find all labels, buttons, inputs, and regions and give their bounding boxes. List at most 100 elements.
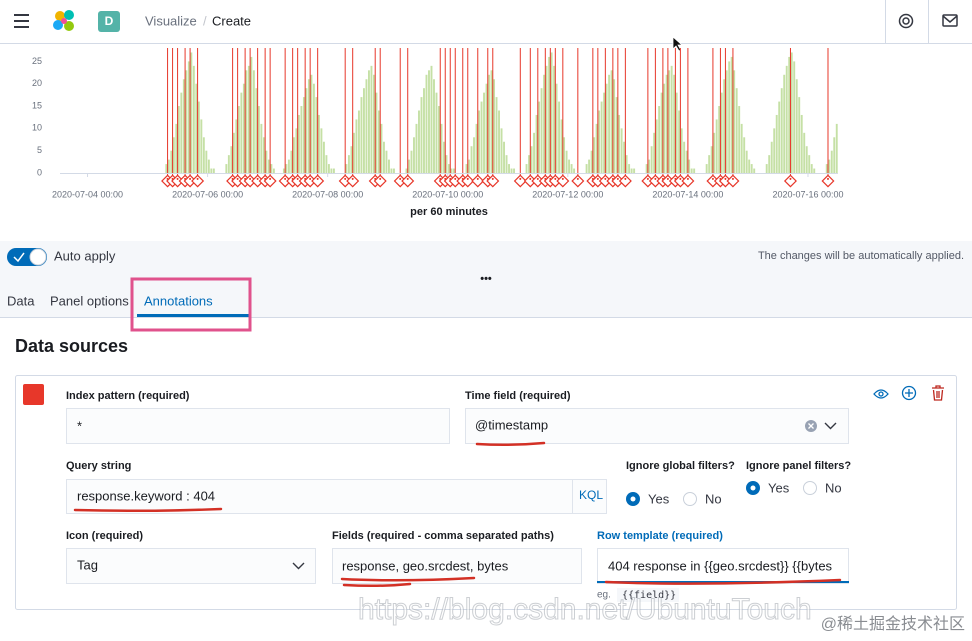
annotation-marker[interactable]	[461, 174, 475, 188]
annotation-marker[interactable]	[531, 174, 545, 188]
bar	[553, 65, 556, 173]
annotation-marker[interactable]	[183, 174, 197, 188]
annotation-marker[interactable]	[726, 174, 740, 188]
bar	[750, 164, 753, 173]
annotation-marker[interactable]	[513, 174, 527, 188]
delete-button[interactable]	[932, 385, 944, 401]
annotation-marker[interactable]	[718, 174, 732, 188]
annotation-tag-hole	[476, 177, 479, 180]
input-value: Tag	[77, 557, 98, 572]
annotation-marker[interactable]	[171, 174, 185, 188]
bar	[240, 92, 243, 173]
annotation-marker[interactable]	[618, 174, 632, 188]
annotation-tag	[183, 174, 197, 188]
radio-selected[interactable]	[626, 492, 640, 506]
annotation-marker[interactable]	[346, 174, 360, 188]
bar	[310, 74, 313, 173]
radio[interactable]	[803, 481, 817, 495]
clear-button[interactable]	[805, 420, 817, 432]
toggle-visibility[interactable]	[873, 389, 889, 399]
annotation-marker[interactable]	[191, 174, 205, 188]
bar	[170, 150, 173, 173]
annotation-marker[interactable]	[393, 174, 407, 188]
text-input[interactable]	[66, 408, 450, 444]
chevron[interactable]	[824, 422, 837, 430]
annotation-marker[interactable]	[448, 174, 462, 188]
bar	[177, 106, 180, 173]
bar	[227, 155, 230, 173]
annotation-tag	[486, 174, 500, 188]
tab[interactable]: Data	[7, 293, 35, 308]
annotation-marker[interactable]	[591, 174, 605, 188]
breadcrumb[interactable]: Visualize	[145, 13, 197, 28]
language-switcher[interactable]: KQL	[579, 488, 603, 502]
bar	[658, 106, 661, 173]
annotation-marker[interactable]	[338, 174, 352, 188]
bar	[685, 150, 688, 173]
bar	[588, 159, 591, 173]
text-input-focused[interactable]	[597, 548, 849, 584]
query-input[interactable]	[66, 479, 607, 514]
chevron	[292, 562, 305, 570]
annotation-marker[interactable]	[263, 174, 277, 188]
annotation-marker[interactable]	[783, 174, 797, 188]
radio-label: No	[705, 491, 722, 506]
combo-box[interactable]	[465, 408, 849, 444]
annotation-marker[interactable]	[471, 174, 485, 188]
help-button[interactable]	[898, 13, 914, 29]
annotation-marker[interactable]	[571, 174, 585, 188]
logo[interactable]	[53, 10, 74, 31]
bar	[795, 79, 798, 173]
bar	[287, 159, 290, 173]
annotation-marker[interactable]	[373, 174, 387, 188]
annotation-marker[interactable]	[821, 174, 835, 188]
tab-selected[interactable]: Annotations	[144, 293, 213, 308]
bar	[192, 65, 195, 173]
annotation-marker[interactable]	[548, 174, 562, 188]
annotation-marker[interactable]	[401, 174, 415, 188]
annotation-marker[interactable]	[648, 174, 662, 188]
annotation-marker[interactable]	[486, 174, 500, 188]
annotation-marker[interactable]	[556, 174, 570, 188]
annotation-marker[interactable]	[598, 174, 612, 188]
annotation-marker[interactable]	[251, 174, 265, 188]
bar	[362, 88, 365, 173]
bar	[683, 141, 686, 173]
add-button[interactable]	[901, 385, 917, 401]
auto-apply-switch[interactable]	[7, 248, 47, 266]
bar	[165, 164, 168, 173]
select[interactable]	[66, 548, 316, 584]
news-button[interactable]	[942, 14, 958, 27]
bar	[728, 61, 731, 174]
tab[interactable]: Panel options	[50, 293, 129, 308]
annotation-marker[interactable]	[231, 174, 245, 188]
annotation-marker[interactable]	[243, 174, 257, 188]
radio-label: Yes	[768, 480, 790, 495]
field-label: Ignore panel filters?	[746, 460, 851, 472]
annotation-marker[interactable]	[291, 174, 305, 188]
bar	[785, 65, 788, 173]
annotation-marker[interactable]	[611, 174, 625, 188]
menu-button[interactable]	[14, 14, 29, 28]
color-picker[interactable]	[23, 384, 44, 405]
resize-handle[interactable]: •••	[480, 273, 492, 285]
y-tick-label: 10	[32, 123, 42, 133]
annotation-tag	[648, 174, 662, 188]
annotation-marker[interactable]	[706, 174, 720, 188]
annotation-marker[interactable]	[641, 174, 655, 188]
annotation-tag	[726, 174, 740, 188]
annotation-marker[interactable]	[681, 174, 695, 188]
radio[interactable]	[683, 492, 697, 506]
radio-selected[interactable]	[746, 481, 760, 495]
annotation-marker[interactable]	[311, 174, 325, 188]
bar	[590, 150, 593, 173]
annotation-marker[interactable]	[278, 174, 292, 188]
annotation-marker[interactable]	[673, 174, 687, 188]
annotation-marker[interactable]	[303, 174, 317, 188]
annotation-tag	[548, 174, 562, 188]
bar	[675, 92, 678, 173]
annotation-marker[interactable]	[523, 174, 537, 188]
space-badge[interactable]	[98, 11, 120, 32]
input-value: response.keyword : 404	[77, 488, 215, 503]
annotation-marker[interactable]	[661, 174, 675, 188]
